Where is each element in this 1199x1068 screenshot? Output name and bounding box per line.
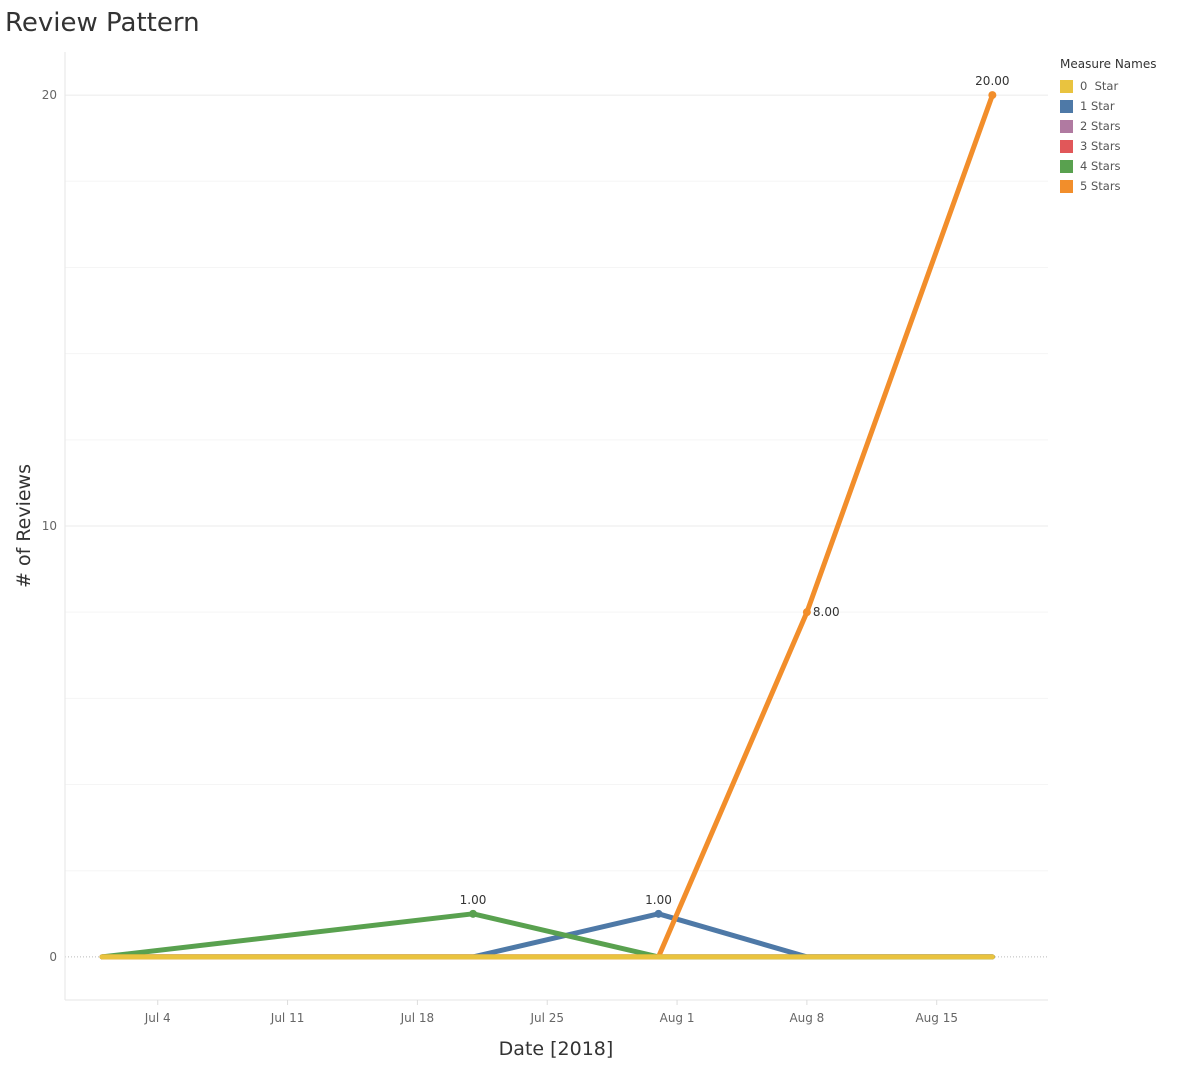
legend-label: 1 Star <box>1080 99 1115 113</box>
data-label: 1.00 <box>460 893 487 907</box>
legend-item[interactable]: 5 Stars <box>1060 176 1156 196</box>
legend-swatch <box>1060 79 1073 93</box>
legend-swatch <box>1060 119 1073 133</box>
legend-swatch <box>1060 179 1073 193</box>
x-tick-label: Jul 25 <box>529 1011 564 1025</box>
x-tick-label: Aug 8 <box>789 1011 824 1025</box>
legend-item[interactable]: 0 Star <box>1060 76 1156 96</box>
grid-layer <box>65 94 1048 958</box>
legend-swatch <box>1060 139 1073 153</box>
x-axis-title: Date [2018] <box>499 1038 614 1060</box>
data-label: 1.00 <box>645 893 672 907</box>
label-layer: 1.00 1.00 8.00 20.00 <box>460 74 1010 907</box>
y-axis-title: # of Reviews <box>13 464 35 588</box>
y-tick-label: 20 <box>42 88 57 102</box>
data-point <box>654 909 663 918</box>
y-tick-label: 10 <box>42 519 57 533</box>
legend-swatch <box>1060 159 1073 173</box>
series-line-1-star <box>99 911 995 960</box>
x-tick-label: Jul 18 <box>400 1011 435 1025</box>
legend: Measure Names 0 Star 1 Star 2 Stars 3 Stars… <box>1060 57 1156 196</box>
legend-item[interactable]: 4 Stars <box>1060 156 1156 176</box>
legend-label: 3 Stars <box>1080 139 1121 153</box>
legend-title: Measure Names <box>1060 57 1157 71</box>
legend-label: 4 Stars <box>1080 159 1121 173</box>
x-tick-label: Aug 15 <box>915 1011 958 1025</box>
legend-label: 2 Stars <box>1080 119 1121 133</box>
data-point <box>469 909 478 918</box>
x-tick-label: Jul 11 <box>270 1011 305 1025</box>
data-label: 8.00 <box>813 605 840 619</box>
data-point <box>988 91 997 100</box>
legend-label: 0 Star <box>1080 79 1119 93</box>
x-tick-label: Aug 1 <box>660 1011 695 1025</box>
legend-item[interactable]: 2 Stars <box>1060 116 1156 136</box>
legend-items: 0 Star 1 Star 2 Stars 3 Stars 4 Stars 5 Stars <box>1060 76 1156 196</box>
series-layer <box>99 91 997 960</box>
y-tick-label: 0 <box>49 950 57 964</box>
legend-swatch <box>1060 99 1073 113</box>
x-tick-label: Jul 4 <box>144 1011 171 1025</box>
legend-label: 5 Stars <box>1080 179 1121 193</box>
legend-item[interactable]: 3 Stars <box>1060 136 1156 156</box>
axis-layer: 0 10 20 Jul 4 Jul 11 Jul 18 Jul 25 Aug 1 Aug 8 Au… <box>42 52 1048 1025</box>
series-line-4-stars <box>99 911 995 960</box>
legend-item[interactable]: 1 Star <box>1060 96 1156 116</box>
chart-title: Review Pattern <box>5 8 200 38</box>
data-point <box>802 608 811 617</box>
data-label: 20.00 <box>975 74 1009 88</box>
